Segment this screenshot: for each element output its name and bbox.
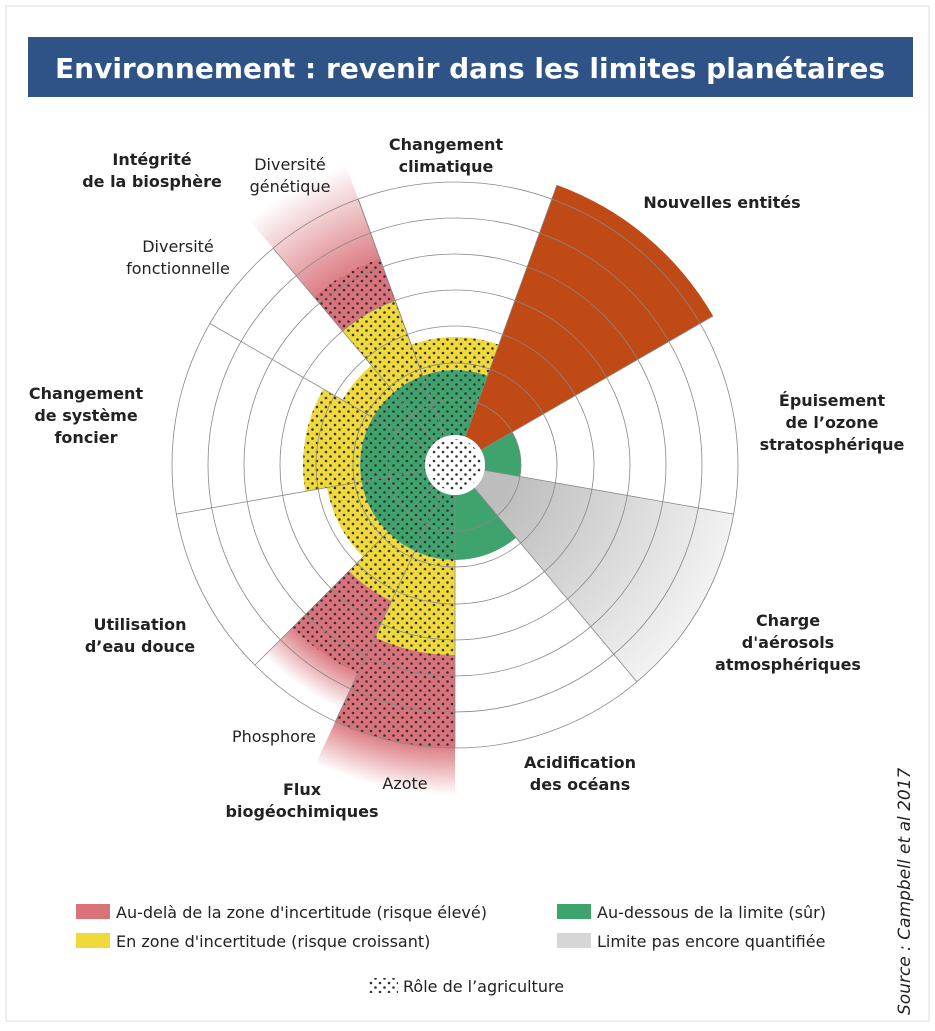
label-line: fonctionnelle <box>126 259 230 278</box>
radial-line <box>272 247 437 443</box>
agriculture-dots <box>313 258 445 443</box>
agriculture-dots <box>342 365 436 450</box>
agriculture-dots <box>335 492 455 748</box>
label: Acidification des océans <box>524 753 636 794</box>
radial-line <box>335 492 443 722</box>
label-line: d'aérosols <box>742 633 834 652</box>
label: Flux biogéochimiques <box>226 780 379 821</box>
label: Azote <box>382 774 427 793</box>
label: Charge d'aérosols atmosphériques <box>715 611 861 674</box>
source: Source : Campbell et al 2017 <box>895 767 915 1015</box>
label-line: atmosphériques <box>715 655 861 674</box>
agriculture-dots <box>303 389 430 492</box>
label: Utilisation d’eau douce <box>85 615 195 656</box>
label-line: de l’ozone <box>786 413 879 432</box>
sector-fill <box>480 432 521 477</box>
label: Nouvelles entités <box>643 193 800 212</box>
label: Intégrité de la biosphère <box>82 150 222 191</box>
label-line: génétique <box>250 177 331 196</box>
label-line: biogéochimiques <box>226 802 379 821</box>
label-line: Diversité <box>254 155 326 174</box>
label-line: de système <box>34 406 138 425</box>
agriculture-dots <box>411 336 499 437</box>
label-line: Utilisation <box>94 615 187 634</box>
wheel <box>171 164 739 795</box>
sector-fill <box>455 487 517 560</box>
labels: Intégrité de la biosphère Diversité génétiq… <box>29 135 905 821</box>
overshoot <box>315 721 455 795</box>
legend-swatch <box>368 978 398 993</box>
radial-line <box>209 323 430 451</box>
label-line: Acidification <box>524 753 636 772</box>
center-dots <box>429 439 481 491</box>
label-line: d’eau douce <box>85 637 195 656</box>
label-line: foncier <box>54 428 117 447</box>
label-line: Nouvelles entités <box>643 193 800 212</box>
label: Phosphore <box>232 727 316 746</box>
radial-line <box>176 469 426 515</box>
label: Changement de système foncier <box>29 384 144 447</box>
label-line: Changement <box>389 135 504 154</box>
overshoot <box>249 164 380 297</box>
legend-text: Au-delà de la zone d'incertitude (risque… <box>116 903 487 922</box>
legend-text: Au-dessous de la limite (sûr) <box>597 903 826 922</box>
label: Diversité génétique <box>250 155 331 196</box>
label-line: Diversité <box>142 237 214 256</box>
agriculture-dots <box>326 470 434 557</box>
label-line: stratosphérique <box>760 435 905 454</box>
radial-line <box>254 485 435 666</box>
label-line: Épuisement <box>779 391 886 410</box>
label-line: Azote <box>382 774 427 793</box>
title: Environnement : revenir dans les limites… <box>55 52 885 85</box>
radial-line <box>484 469 734 515</box>
radial-line <box>473 487 638 683</box>
radial-line <box>480 315 714 451</box>
overshoot <box>264 627 358 710</box>
legend: Au-delà de la zone d'incertitude (risque… <box>76 903 826 996</box>
legend-text: En zone d'incertitude (risque croissant) <box>116 932 430 951</box>
legend-text: Rôle de l’agriculture <box>403 977 564 996</box>
legend-text: Limite pas encore quantifiée <box>597 932 825 951</box>
label-line: Intégrité <box>112 150 191 169</box>
sector-fill <box>465 184 714 450</box>
radial-line <box>464 184 558 437</box>
label-line: Changement <box>29 384 144 403</box>
legend-swatch <box>557 933 591 948</box>
legend-swatch <box>76 933 110 948</box>
agriculture-dots <box>292 486 443 674</box>
legend-swatch <box>76 904 110 919</box>
legend-swatch <box>557 904 591 919</box>
label-line: de la biosphère <box>82 172 222 191</box>
label: Changement climatique <box>389 135 504 176</box>
label-line: Flux <box>283 780 322 799</box>
radial-line <box>357 198 446 437</box>
label: Épuisement de l’ozone stratosphérique <box>760 391 905 454</box>
label-line: Phosphore <box>232 727 316 746</box>
label-line: climatique <box>399 157 494 176</box>
title-bar <box>28 37 913 97</box>
label: Diversité fonctionnelle <box>126 237 230 278</box>
label-line: des océans <box>530 775 630 794</box>
label-line: Charge <box>756 611 820 630</box>
